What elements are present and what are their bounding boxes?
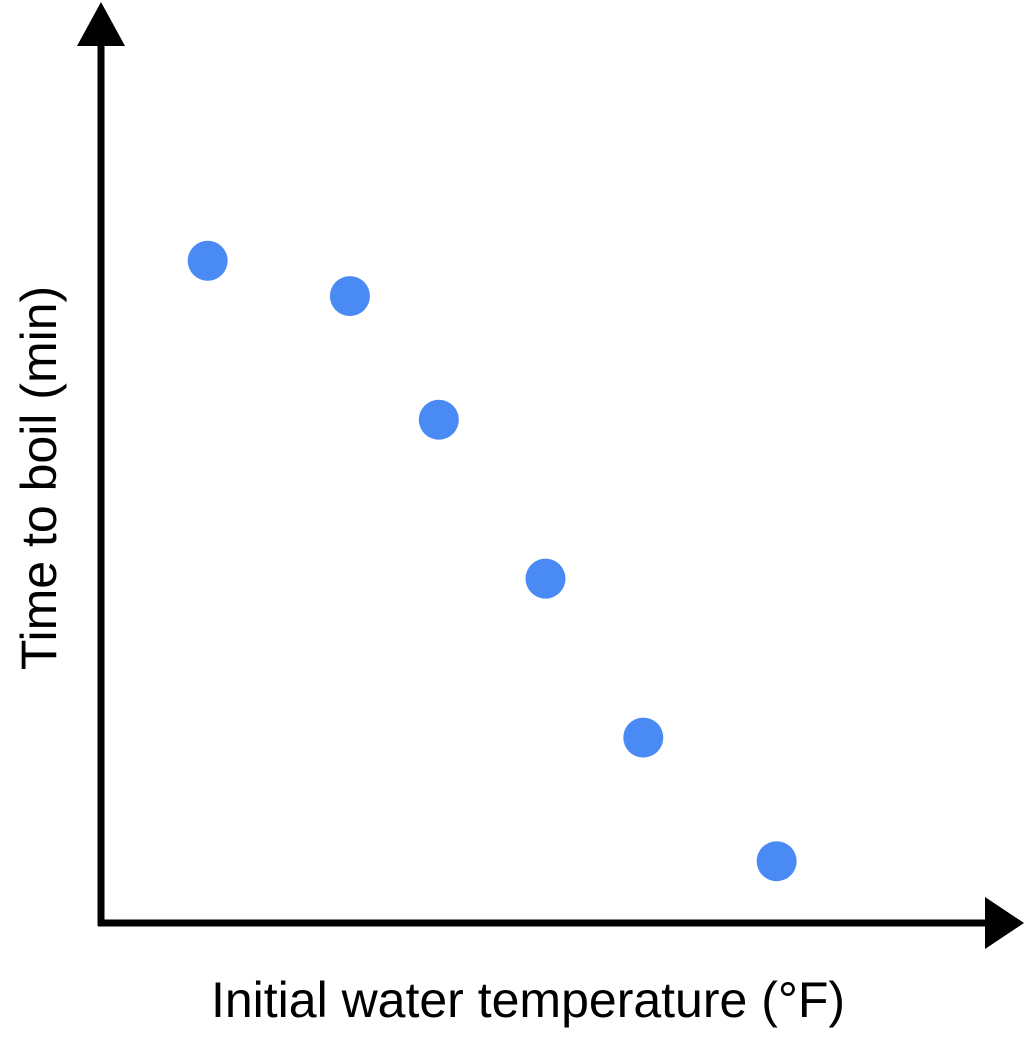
data-point-6 bbox=[756, 841, 797, 882]
x-axis bbox=[98, 897, 1024, 949]
data-point-5 bbox=[623, 717, 664, 758]
data-point-1 bbox=[187, 240, 228, 281]
data-point-2 bbox=[329, 276, 370, 317]
data-point-4 bbox=[525, 558, 566, 599]
x-axis-label: Initial water temperature (°F) bbox=[211, 972, 845, 1028]
y-axis-arrow-icon bbox=[77, 2, 125, 46]
data-points bbox=[187, 240, 797, 882]
y-axis-label: Time to boil (min) bbox=[11, 286, 67, 670]
x-axis-arrow-icon bbox=[985, 897, 1024, 949]
data-point-3 bbox=[418, 399, 459, 440]
y-axis bbox=[77, 2, 125, 926]
